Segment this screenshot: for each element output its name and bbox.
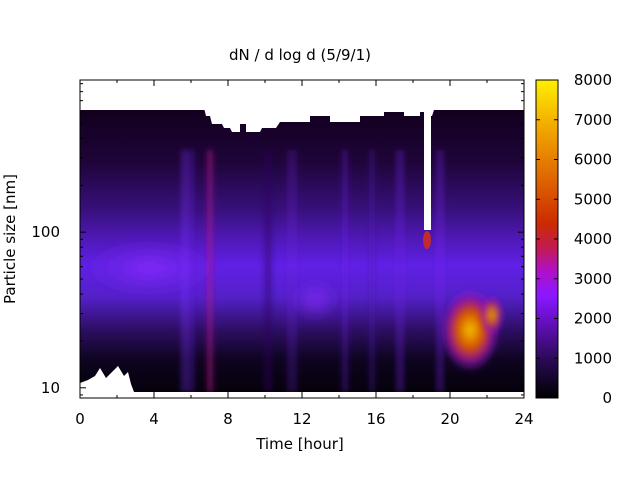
x-axis-label: Time [hour]	[255, 435, 344, 453]
x-tick-label: 24	[514, 410, 533, 428]
colorbar-tick-label: 1000	[574, 349, 612, 367]
colorbar-tick-label: 3000	[574, 270, 612, 288]
heatmap-streak	[437, 150, 443, 392]
heatmap-top-nodata	[80, 80, 524, 132]
colorbar-tick-label: 6000	[574, 151, 612, 169]
heatmap-streak	[397, 150, 403, 392]
colorbar-tick-label: 7000	[574, 111, 612, 129]
heatmap-growth-event-tail	[480, 295, 504, 335]
x-tick-label: 12	[292, 410, 311, 428]
heatmap-mode-40nm-mid	[290, 278, 340, 322]
chart-title: dN / d log d (5/9/1)	[229, 46, 371, 64]
heatmap-gap-1830	[424, 80, 431, 230]
heatmap-area	[80, 80, 524, 398]
colorbar-tick-label: 2000	[574, 310, 612, 328]
heatmap-streak	[264, 150, 272, 392]
heatmap-mode-50nm-left	[80, 238, 220, 298]
x-tick-label: 0	[75, 410, 85, 428]
x-axis: 0 4 8 12 16 20 24	[75, 80, 534, 428]
colorbar-tick-label: 5000	[574, 190, 612, 208]
heatmap-lower-nodata	[80, 366, 134, 392]
y-tick-label: 10	[41, 379, 60, 397]
x-tick-label: 8	[223, 410, 233, 428]
colorbar-tick-label: 0	[602, 389, 612, 407]
y-tick-label: 100	[31, 223, 60, 241]
y-axis-label: Particle size [nm]	[1, 174, 19, 304]
y-axis: 10 100	[31, 83, 524, 397]
colorbar-tick-label: 8000	[574, 71, 612, 89]
heatmap-streak	[342, 150, 348, 392]
colorbar-tick-label: 4000	[574, 230, 612, 248]
x-tick-label: 16	[366, 410, 385, 428]
heatmap-band-100nm	[423, 231, 431, 249]
x-tick-label: 4	[149, 410, 159, 428]
x-tick-label: 20	[440, 410, 459, 428]
heatmap-streak	[287, 150, 297, 392]
colorbar-axis: 0 1000 2000 3000 4000 5000 6000 7000 8000	[536, 71, 612, 407]
heatmap-streak	[369, 150, 375, 392]
